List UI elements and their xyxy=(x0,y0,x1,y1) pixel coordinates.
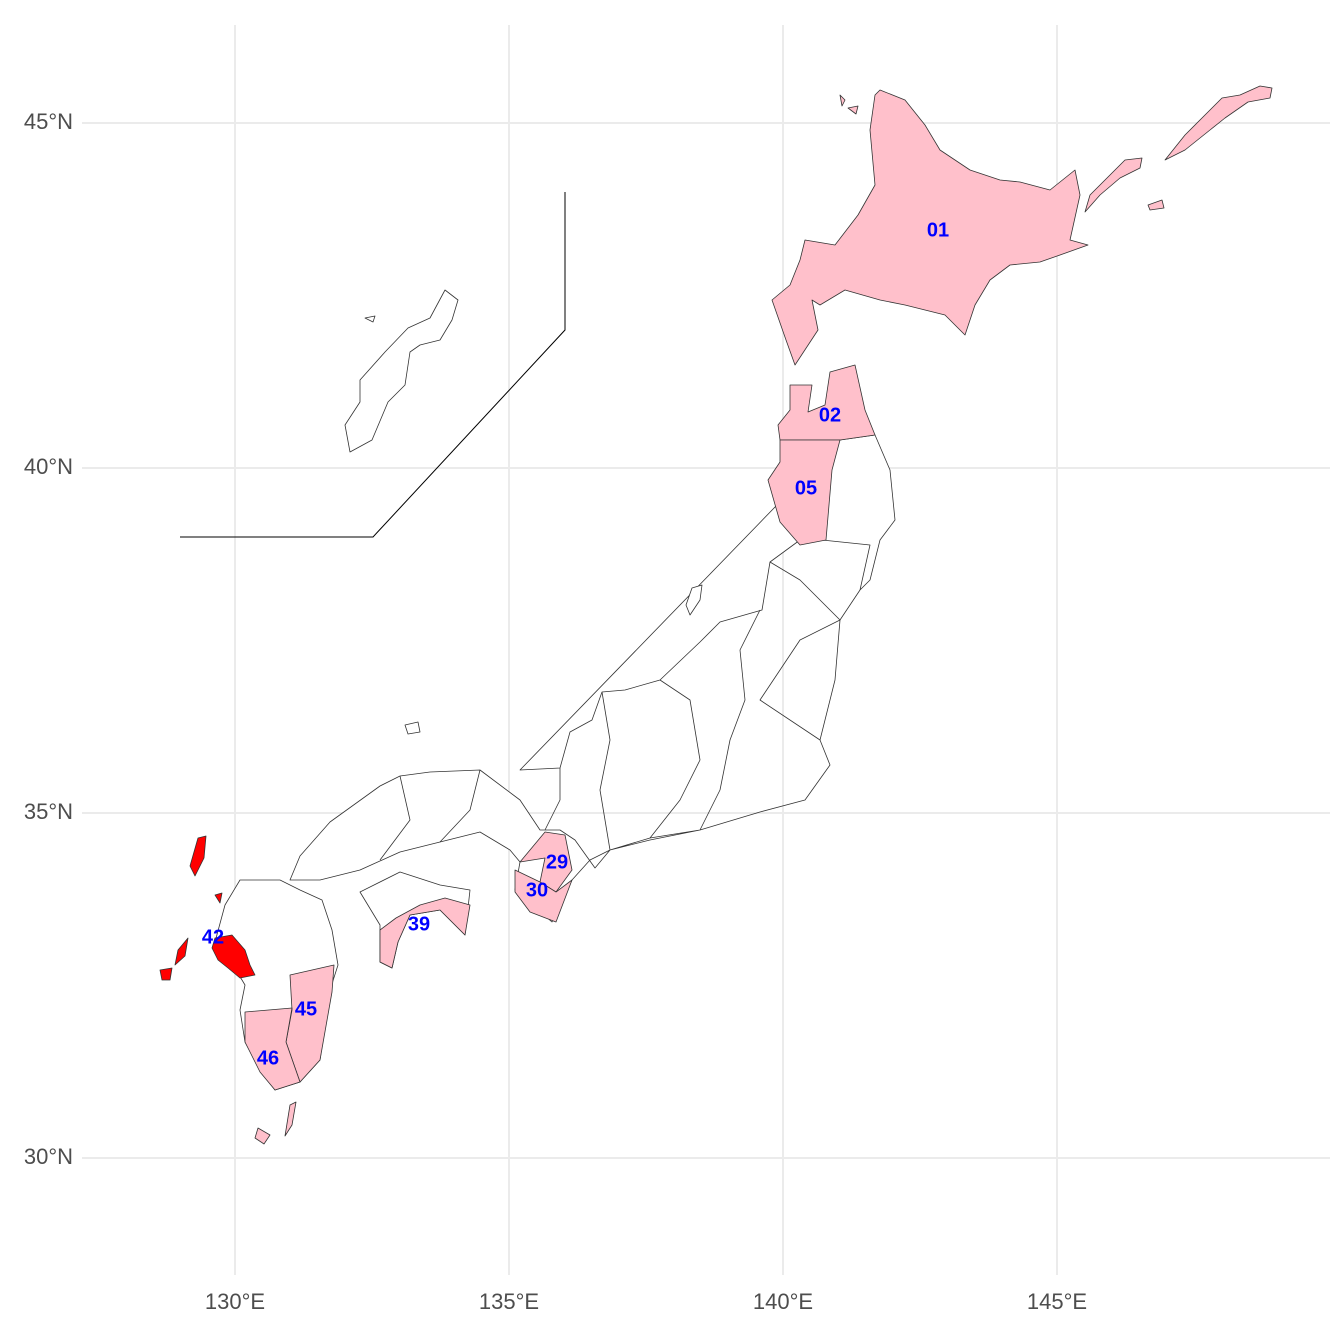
akita xyxy=(767,439,841,546)
region-label: 42 xyxy=(202,926,224,948)
inset-frame xyxy=(180,192,566,538)
region-label: 05 xyxy=(795,477,817,499)
kuril xyxy=(1084,157,1143,213)
nagasaki xyxy=(159,967,173,981)
island xyxy=(847,105,859,115)
wakayama xyxy=(514,869,573,923)
border xyxy=(699,609,761,831)
border xyxy=(599,691,611,851)
y-tick-label: 45°N xyxy=(24,109,73,134)
kuril xyxy=(1147,199,1165,211)
region-label: 39 xyxy=(408,913,430,935)
region-label: 29 xyxy=(546,851,568,873)
y-tick-label: 35°N xyxy=(24,799,73,824)
nagasaki xyxy=(174,937,189,966)
hokkaido xyxy=(771,89,1089,366)
nagasaki xyxy=(214,892,223,904)
island xyxy=(364,315,376,323)
grid xyxy=(82,25,1330,1275)
region-label: 30 xyxy=(526,879,548,901)
region-label: 46 xyxy=(257,1047,279,1069)
sado xyxy=(685,584,703,616)
border xyxy=(649,679,701,839)
region-label: 45 xyxy=(295,998,317,1020)
island xyxy=(839,94,846,107)
border xyxy=(439,769,481,843)
region-label: 02 xyxy=(819,404,841,426)
yakushima xyxy=(254,1127,271,1145)
border xyxy=(759,619,841,741)
x-tick-label: 130°E xyxy=(205,1289,265,1314)
y-tick-label: 30°N xyxy=(24,1144,73,1169)
tanegashima xyxy=(284,1101,297,1137)
nagasaki xyxy=(211,934,256,979)
x-tick-label: 135°E xyxy=(479,1289,539,1314)
aomori xyxy=(777,364,876,441)
nagasaki xyxy=(189,835,207,877)
kagoshima xyxy=(244,1007,301,1091)
labels: 01 02 05 29 30 39 42 45 46 xyxy=(202,219,949,1069)
land xyxy=(159,85,1273,1145)
y-tick-label: 40°N xyxy=(24,454,73,479)
honshu xyxy=(289,434,896,923)
x-tick-label: 145°E xyxy=(1027,1289,1087,1314)
border xyxy=(769,561,841,621)
x-tick-label: 140°E xyxy=(753,1289,813,1314)
border xyxy=(379,775,411,861)
kuril xyxy=(1164,85,1273,161)
kochi xyxy=(379,897,471,969)
region-label: 01 xyxy=(927,219,949,241)
border xyxy=(544,768,561,831)
axes: 130°E 135°E 140°E 145°E 45°N 40°N 35°N 30°N xyxy=(24,109,1087,1314)
okinawa xyxy=(344,289,459,453)
island xyxy=(404,721,421,735)
